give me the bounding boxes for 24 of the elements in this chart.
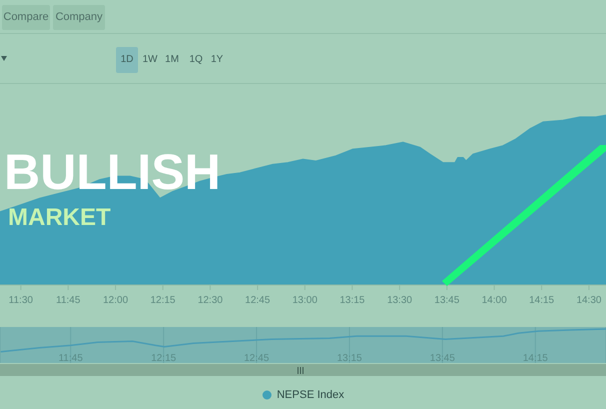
legend-label: NEPSE Index <box>276 389 344 401</box>
x-tick-label: 14:15 <box>529 295 555 306</box>
button[interactable]: Company <box>53 5 105 30</box>
button[interactable]: 1Y <box>206 47 228 73</box>
x-tick-label: 14:30 <box>576 295 602 306</box>
x-tick-label: 13:15 <box>340 295 366 306</box>
x-tick-label: 12:30 <box>198 295 224 306</box>
button[interactable]: Compare <box>2 5 50 30</box>
x-tick-label: 12:45 <box>245 295 270 306</box>
scrollbar[interactable] <box>0 364 606 376</box>
annotation: MARKET <box>8 203 111 233</box>
annotation: BULLISH <box>4 143 221 202</box>
x-tick-label: 13:45 <box>434 295 460 306</box>
x-tick-label: 13:00 <box>292 295 318 306</box>
button[interactable]: 1Q <box>185 47 207 73</box>
x-tick-label: 12:00 <box>103 295 128 306</box>
x-tick-label: 11:45 <box>56 295 81 306</box>
x-tick-label: 13:30 <box>387 295 413 306</box>
x-tick-label: 12:15 <box>150 295 176 306</box>
button[interactable]: 1M <box>161 47 183 73</box>
button[interactable]: 1D <box>116 47 138 73</box>
button[interactable]: 1W <box>139 47 161 73</box>
x-tick-label: 14:00 <box>482 295 508 306</box>
x-tick-label: 11:30 <box>8 295 34 306</box>
